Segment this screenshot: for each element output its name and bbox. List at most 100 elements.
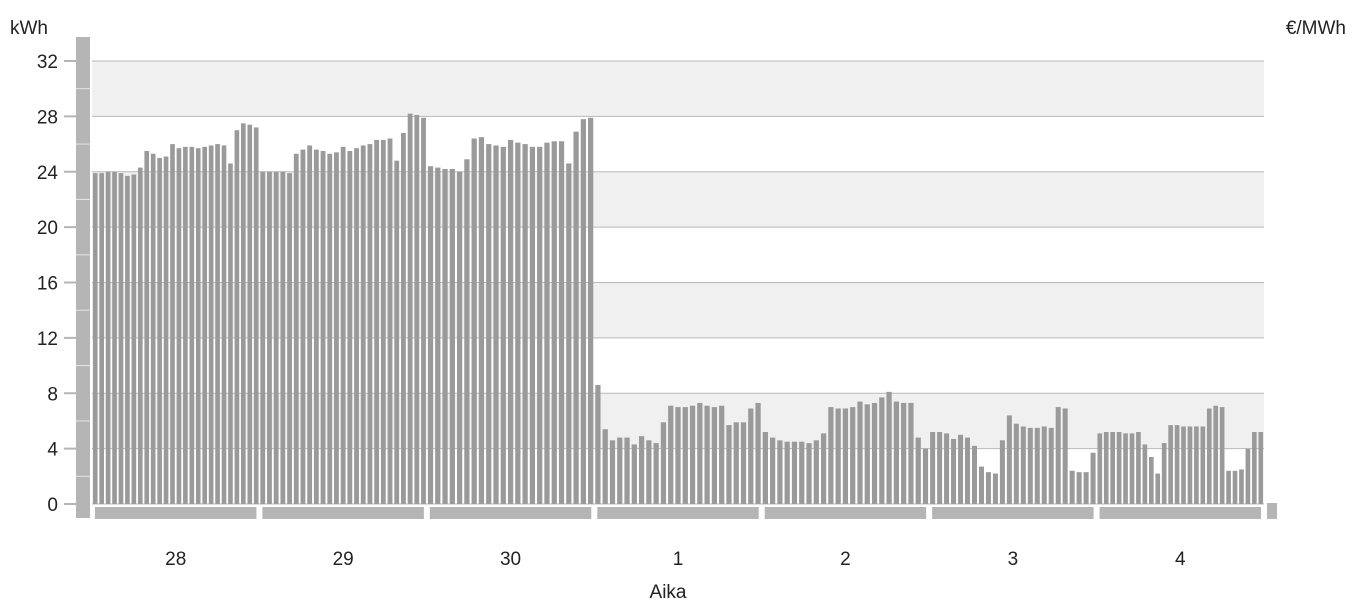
- x-axis: 28 29 30 1 2 3 4: [95, 503, 1277, 570]
- bar: [522, 144, 528, 504]
- bar: [150, 153, 156, 504]
- bar: [449, 168, 455, 505]
- bar: [293, 153, 299, 504]
- bar: [1055, 407, 1061, 504]
- bar: [617, 437, 623, 504]
- bar: [471, 138, 477, 504]
- bar: [273, 171, 279, 504]
- bar: [733, 422, 739, 504]
- bar: [1161, 443, 1167, 504]
- bar: [374, 139, 380, 504]
- bar: [241, 123, 246, 505]
- bar: [1097, 433, 1103, 504]
- bar: [1168, 425, 1173, 504]
- bar: [500, 146, 506, 504]
- y-tick-label: 16: [37, 274, 58, 295]
- bar: [247, 124, 253, 505]
- bar: [1020, 426, 1026, 504]
- bar: [253, 127, 259, 504]
- bar: [1062, 408, 1068, 504]
- bar-series: [92, 113, 1264, 505]
- bar: [1129, 433, 1135, 504]
- x-axis-title: Aika: [650, 582, 687, 603]
- bar: [394, 160, 400, 504]
- bar: [864, 404, 870, 504]
- bar: [595, 384, 601, 504]
- bar: [1048, 427, 1054, 504]
- bar: [784, 441, 790, 504]
- bar: [1142, 444, 1148, 504]
- bar: [1219, 407, 1225, 504]
- bar: [901, 402, 907, 504]
- bar: [551, 141, 557, 505]
- plot-background-bands: [92, 61, 1264, 449]
- bar: [105, 171, 111, 504]
- bar: [726, 425, 732, 504]
- bar: [1103, 432, 1109, 504]
- bar: [401, 132, 406, 505]
- bar: [1232, 470, 1238, 504]
- bar: [427, 166, 434, 504]
- x-axis-segment: [95, 507, 257, 519]
- y-tick-label: 20: [37, 218, 58, 239]
- bar: [1076, 472, 1082, 504]
- bar: [1258, 432, 1264, 504]
- bar: [668, 405, 674, 504]
- bar: [137, 167, 143, 504]
- bar: [280, 171, 286, 504]
- bar: [646, 440, 652, 504]
- bar: [886, 391, 892, 504]
- bar: [544, 142, 550, 504]
- bar: [1213, 405, 1219, 504]
- bar: [1090, 452, 1096, 504]
- bar: [813, 440, 819, 504]
- bar: [937, 432, 943, 504]
- bar: [1148, 456, 1154, 504]
- bar: [125, 175, 130, 504]
- bar: [1069, 470, 1075, 504]
- bar: [260, 171, 266, 504]
- x-axis-segment: [764, 507, 927, 519]
- y-axis: 0 4 8 12 16 20 24 28 32: [37, 37, 90, 518]
- x-tick-label: 29: [333, 549, 354, 570]
- bar: [1226, 470, 1231, 504]
- bar: [580, 119, 586, 504]
- bar: [828, 407, 834, 504]
- bar: [965, 437, 971, 504]
- bar: [711, 407, 718, 504]
- bar: [407, 113, 413, 505]
- bar: [421, 117, 426, 504]
- bar: [770, 437, 776, 504]
- bar: [835, 408, 841, 504]
- bar: [334, 152, 339, 504]
- bar: [893, 401, 899, 504]
- bar: [118, 173, 124, 504]
- bar: [176, 148, 182, 504]
- bar: [1027, 427, 1033, 504]
- bar: [300, 149, 306, 504]
- y-axis-unit-right: €/MWh: [1285, 18, 1346, 39]
- bar: [1239, 469, 1244, 504]
- bar: [537, 146, 543, 504]
- bar: [1123, 433, 1128, 504]
- bar: [493, 145, 499, 504]
- bar: [871, 402, 878, 504]
- bar: [1083, 472, 1089, 504]
- bar: [99, 173, 104, 504]
- bar: [228, 163, 233, 504]
- bar: [313, 149, 319, 504]
- x-tick-label: 28: [165, 549, 186, 570]
- bar: [992, 473, 998, 504]
- bar: [719, 405, 725, 504]
- bar: [1206, 408, 1212, 504]
- bar: [704, 405, 710, 504]
- bar: [1252, 432, 1257, 504]
- bar: [978, 466, 984, 504]
- bar: [588, 117, 594, 504]
- bar: [951, 438, 957, 504]
- bar: [1136, 432, 1141, 504]
- bar: [689, 405, 696, 504]
- y-tick-label: 24: [37, 163, 59, 184]
- bar: [740, 422, 747, 504]
- bar: [380, 139, 386, 504]
